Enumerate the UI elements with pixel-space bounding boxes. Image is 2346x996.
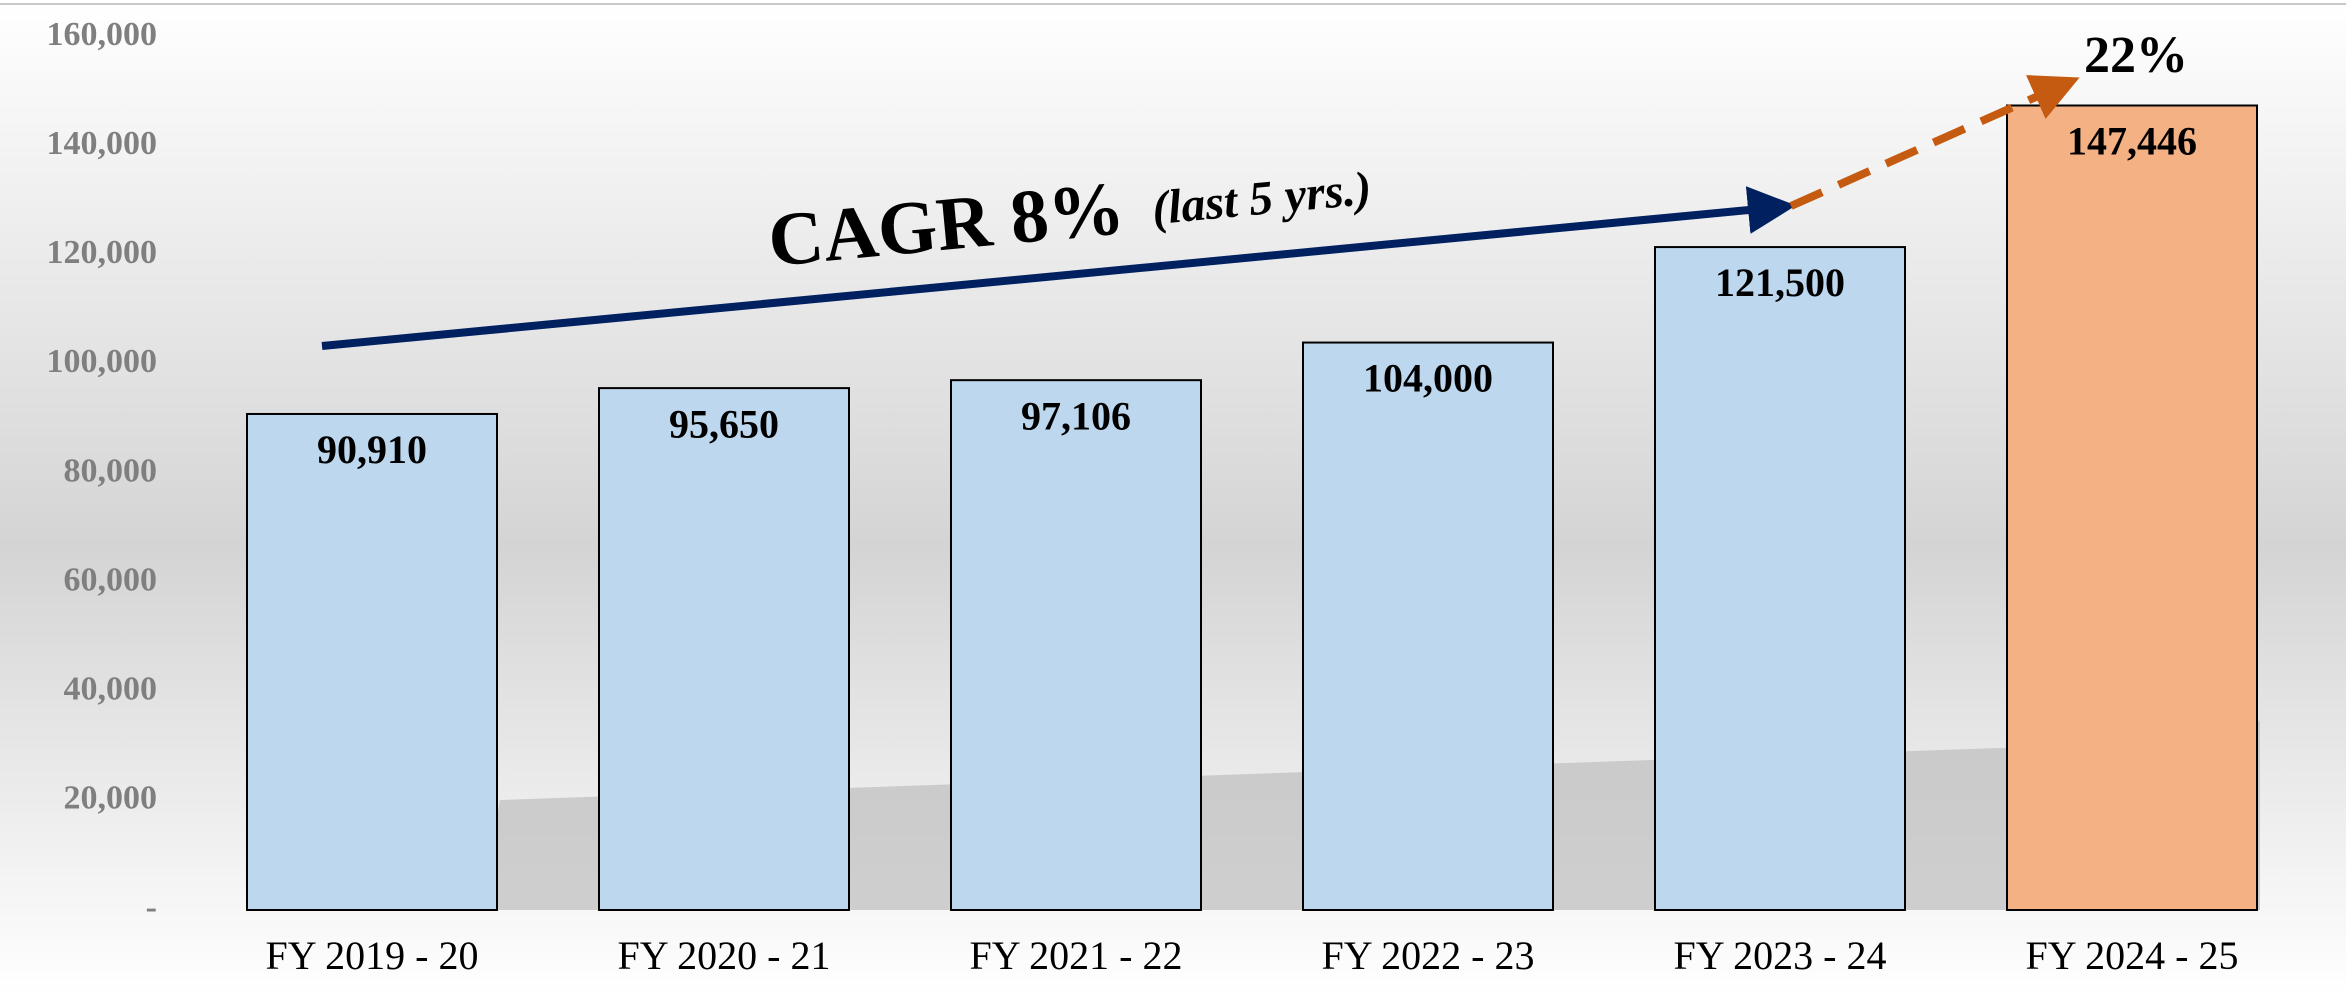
value-label: 90,910 — [317, 427, 427, 472]
value-label: 121,500 — [1715, 260, 1845, 305]
x-tick-label: FY 2023 - 24 — [1674, 933, 1887, 978]
y-tick-label: 60,000 — [64, 561, 158, 598]
x-tick-label: FY 2021 - 22 — [970, 933, 1183, 978]
y-tick-label: 20,000 — [64, 780, 158, 817]
value-label: 104,000 — [1363, 356, 1493, 401]
value-label: 147,446 — [2067, 119, 2197, 164]
growth-label: 22% — [2084, 27, 2188, 84]
x-tick-label: FY 2024 - 25 — [2026, 933, 2239, 978]
y-tick-label: 100,000 — [47, 343, 158, 380]
value-label: 97,106 — [1021, 393, 1131, 438]
y-tick-label: 120,000 — [47, 234, 158, 271]
value-label: 95,650 — [669, 401, 779, 446]
bar — [598, 387, 850, 911]
y-tick-label: 160,000 — [47, 16, 158, 53]
bar — [1302, 341, 1554, 911]
y-tick-label: 40,000 — [64, 671, 158, 708]
bar — [246, 412, 498, 911]
y-tick-label: 80,000 — [64, 452, 158, 489]
bar — [2006, 104, 2258, 912]
bar — [1654, 246, 1906, 912]
bar — [950, 379, 1202, 911]
y-tick-label: - — [146, 889, 157, 926]
x-tick-label: FY 2020 - 21 — [618, 933, 831, 978]
x-tick-label: FY 2022 - 23 — [1322, 933, 1535, 978]
cagr-arrow — [321, 186, 1796, 350]
x-tick-label: FY 2019 - 20 — [266, 933, 479, 978]
y-tick-label: 140,000 — [47, 125, 158, 162]
